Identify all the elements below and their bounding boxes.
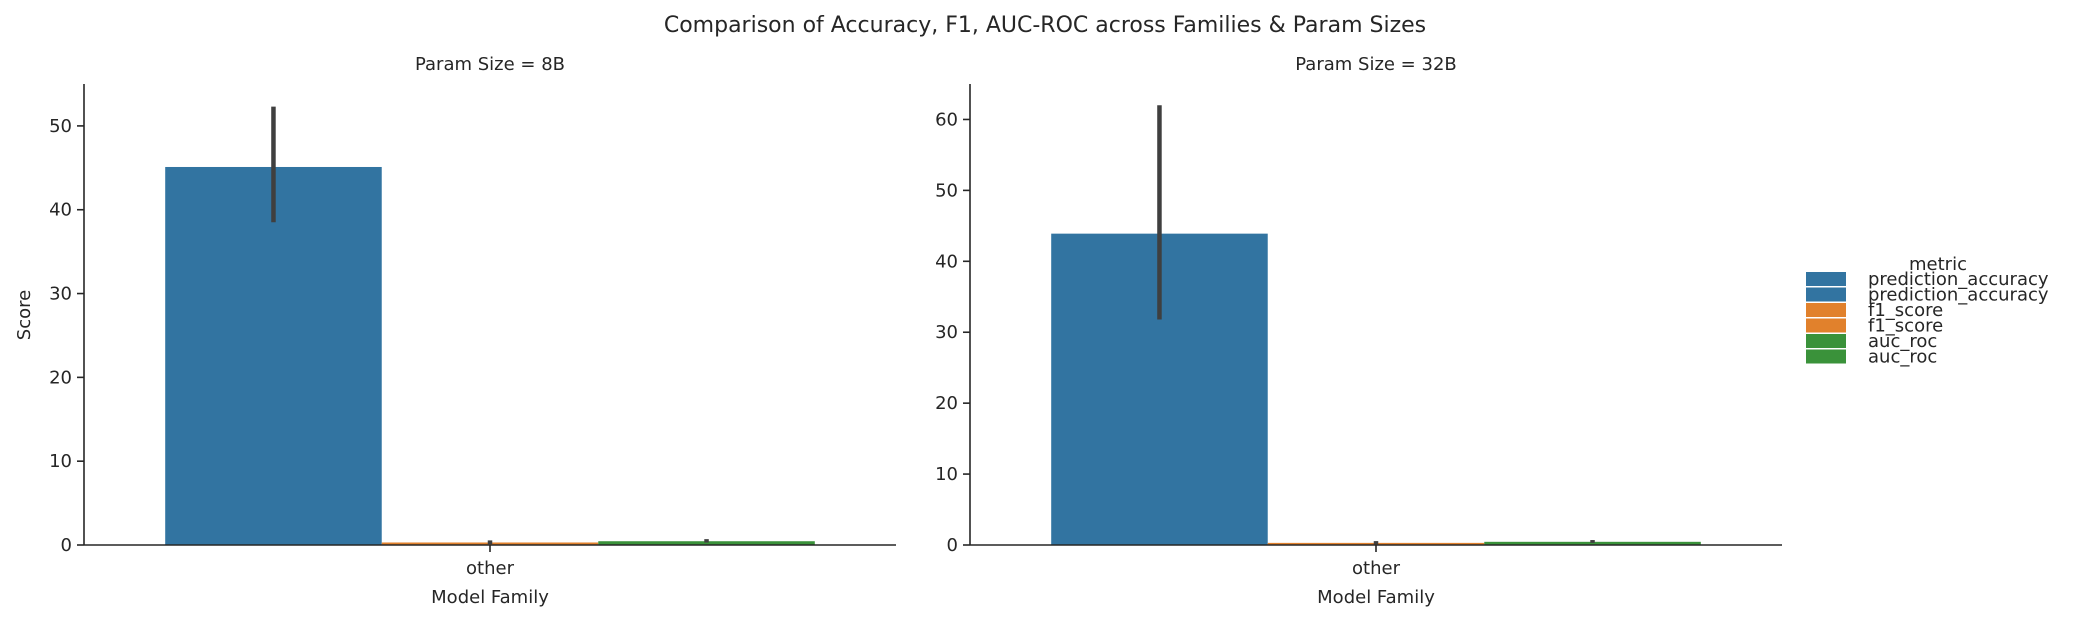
bar-prediction-accuracy [165, 166, 382, 546]
panel-title-8b: Param Size = 8B [415, 54, 565, 75]
y-tick-label: 10 [49, 451, 72, 472]
y-tick-label: 0 [61, 535, 72, 556]
bar-auc-roc [1484, 541, 1701, 545]
panel-32b: Param Size = 32B 0 10 20 30 40 50 60 other Mod… [935, 54, 1782, 608]
bar-auc-roc [598, 541, 815, 545]
figure-title: Comparison of Accuracy, F1, AUC-ROC acro… [664, 13, 1426, 38]
panel-8b: Param Size = 8B 0 10 20 30 40 50 other Model … [14, 54, 896, 608]
legend-label: f1_score [1868, 316, 1943, 337]
legend-title: metric [1909, 254, 1967, 275]
y-tick-label: 20 [935, 393, 958, 414]
legend-label: f1_score [1868, 300, 1943, 321]
x-ticks-8b: other [466, 545, 515, 579]
y-tick-label: 20 [49, 367, 72, 388]
y-tick-label: 40 [935, 251, 958, 272]
legend: metric prediction_accuracyprediction_acc… [1806, 254, 2049, 368]
y-tick-label: 50 [49, 116, 72, 137]
y-tick-label: 30 [935, 322, 958, 343]
y-tick-label: 60 [935, 109, 958, 130]
legend-label: auc_roc [1868, 347, 1937, 368]
y-tick-label: 10 [935, 464, 958, 485]
x-ticks-32b: other [1352, 545, 1401, 579]
x-axis-label-32b: Model Family [1317, 587, 1435, 608]
bars-32b [1051, 105, 1701, 545]
legend-swatch [1806, 303, 1846, 317]
bars-8b [165, 106, 815, 546]
x-axis-label-8b: Model Family [431, 587, 549, 608]
panel-title-32b: Param Size = 32B [1295, 54, 1457, 75]
legend-swatch [1806, 272, 1846, 286]
y-tick-label: 30 [49, 284, 72, 305]
y-ticks-32b: 0 10 20 30 40 50 60 [935, 109, 970, 556]
legend-items: prediction_accuracyprediction_accuracyf1… [1806, 269, 2049, 368]
x-tick-label: other [466, 558, 515, 579]
x-tick-label: other [1352, 558, 1401, 579]
y-tick-label: 40 [49, 200, 72, 221]
legend-swatch [1806, 287, 1846, 302]
legend-label: auc_roc [1868, 331, 1937, 352]
legend-swatch [1806, 318, 1846, 333]
y-ticks-8b: 0 10 20 30 40 50 [49, 116, 84, 556]
legend-label: prediction_accuracy [1868, 285, 2049, 306]
y-tick-label: 50 [935, 180, 958, 201]
y-axis-label-8b: Score [14, 290, 35, 340]
legend-label: prediction_accuracy [1868, 269, 2049, 290]
y-tick-label: 0 [947, 535, 958, 556]
legend-swatch [1806, 349, 1846, 364]
legend-swatch [1806, 334, 1846, 348]
